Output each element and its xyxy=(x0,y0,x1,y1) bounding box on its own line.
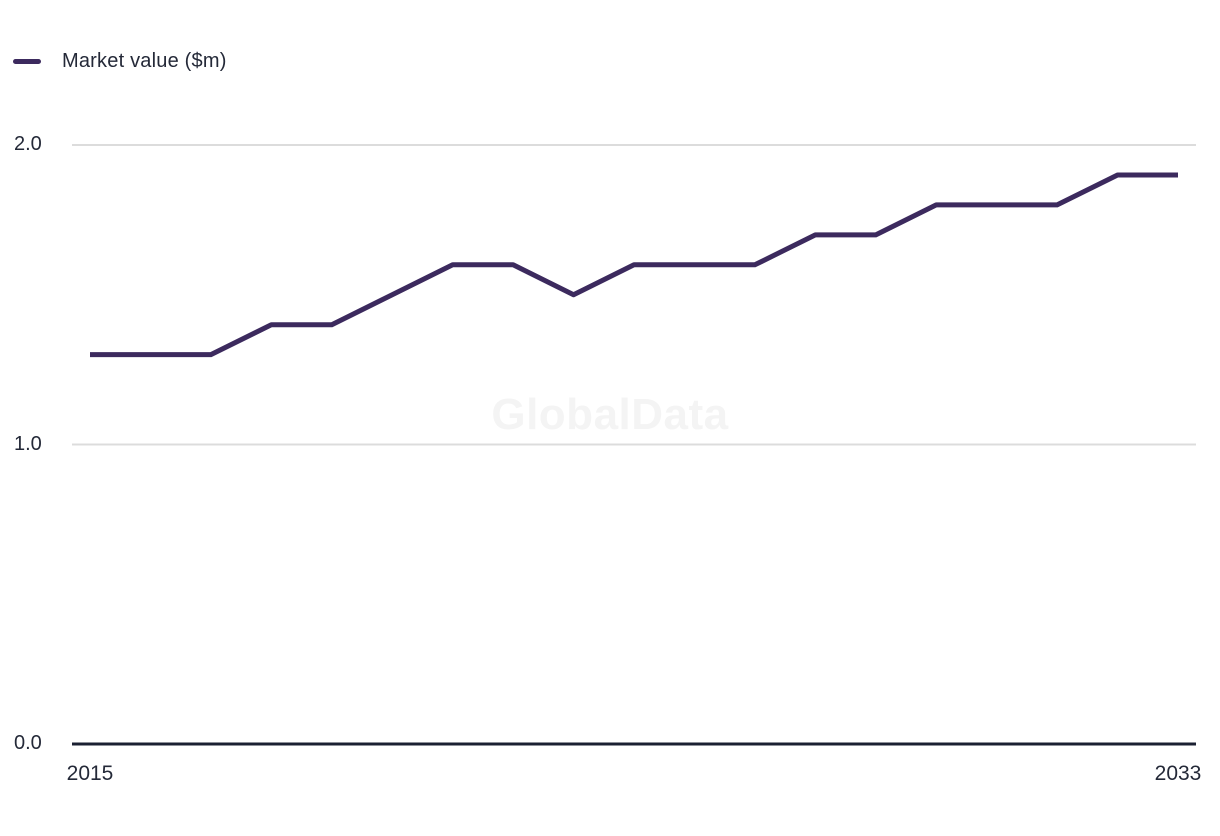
x-axis-tick-label-last: 2033 xyxy=(1154,762,1202,785)
legend-label: Market value ($m) xyxy=(62,49,227,72)
y-axis-tick-label-0: 0.0 xyxy=(14,732,42,755)
market-value-series-line xyxy=(90,172,1178,358)
globaldata-watermark: GlobalData xyxy=(491,390,729,439)
legend: Market value ($m) xyxy=(13,48,227,74)
legend-item-market-value[interactable]: Market value ($m) xyxy=(13,50,227,73)
line-series-swatch-icon xyxy=(13,58,41,64)
y-axis-tick-label-2: 2.0 xyxy=(14,133,42,156)
y-axis-tick-label-1: 1.0 xyxy=(14,432,42,455)
x-axis-tick-label-first: 2015 xyxy=(66,762,114,785)
